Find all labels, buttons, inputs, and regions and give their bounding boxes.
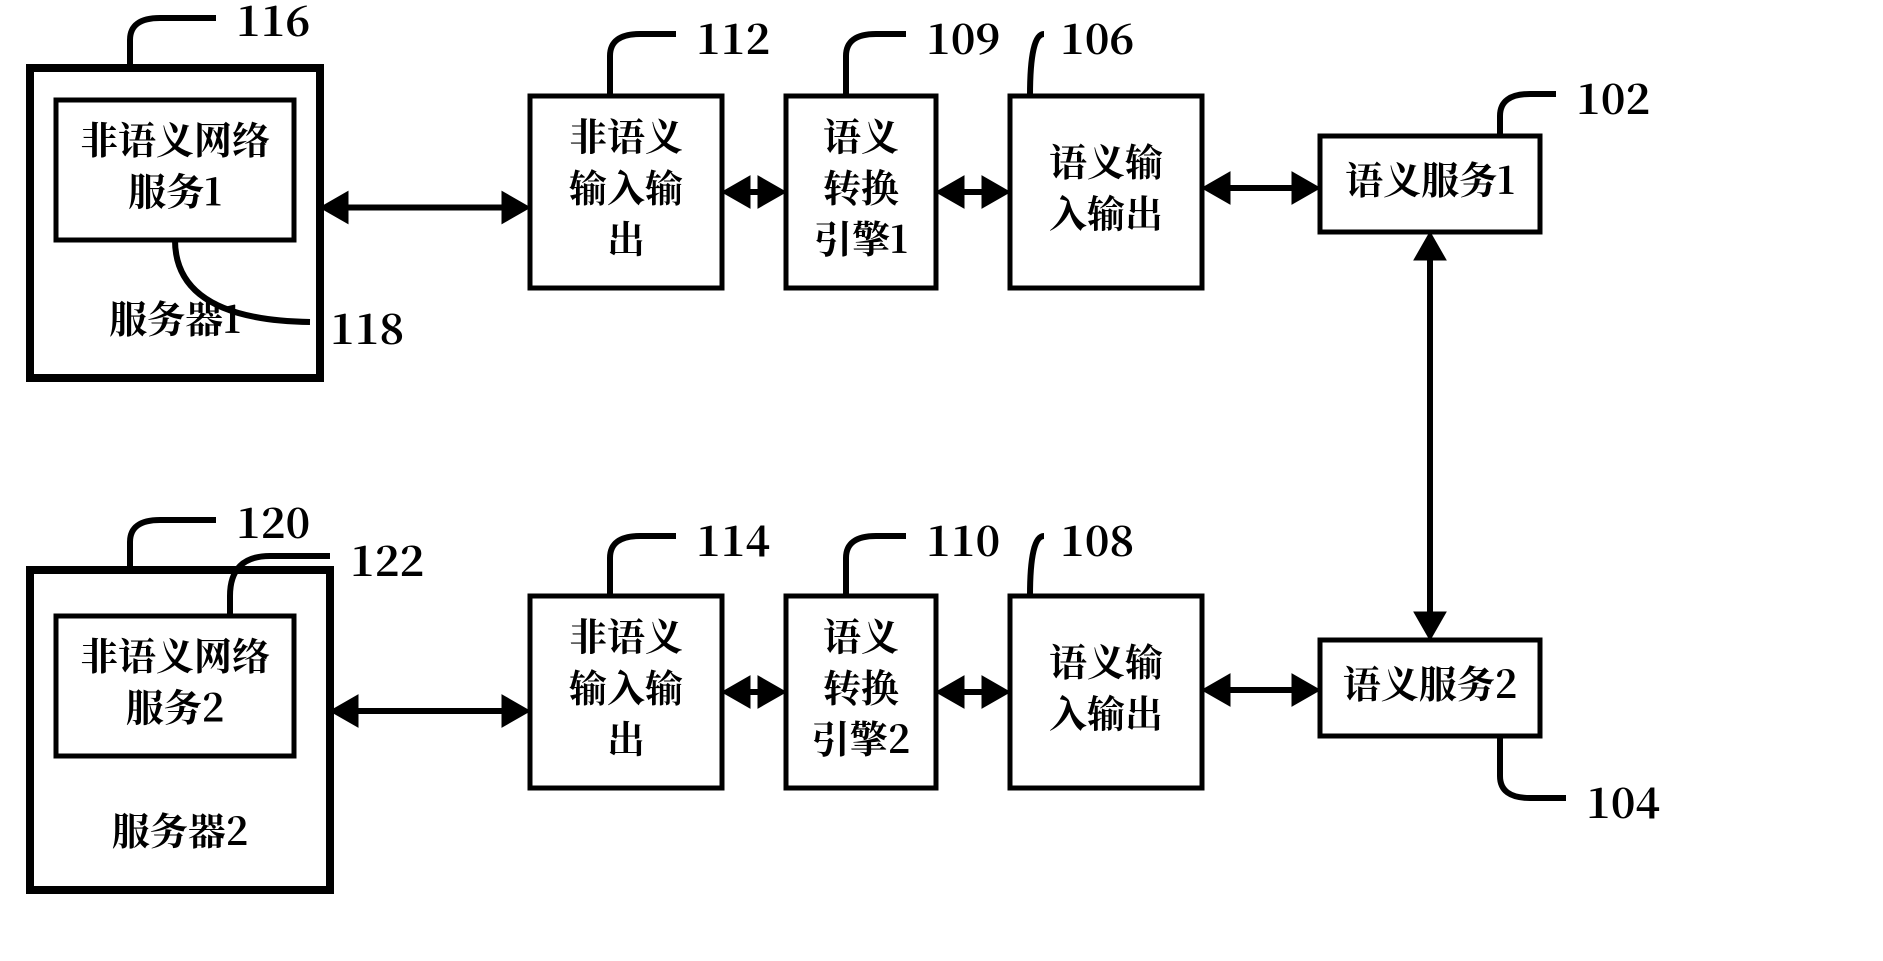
node-label: 语义 (823, 606, 899, 661)
callout-108: 108 (1030, 509, 1134, 596)
node-label: 非语义 (569, 106, 683, 161)
node-label: 引擎1 (814, 209, 908, 264)
refnum: 116 (236, 0, 310, 49)
node-label: 入输出 (1049, 183, 1163, 238)
refnum: 109 (926, 7, 1000, 67)
node-label: 服务1 (128, 161, 222, 216)
semantic-architecture-diagram: 服务器1非语义网络服务1非语义输入输出语义转换引擎1语义输入输出语义服务1服务器… (0, 0, 1883, 961)
node-sem_svc_1: 语义服务1 (1320, 136, 1540, 232)
node-sem_io_1: 语义输入输出 (1010, 96, 1202, 288)
refnum: 120 (236, 491, 310, 551)
callout-116: 116 (130, 0, 310, 68)
node-nonsem_io_1: 非语义输入输出 (530, 96, 722, 288)
node-label: 非语义网络 (80, 626, 270, 681)
callout-109: 109 (846, 7, 1000, 96)
node-label: 转换 (823, 158, 899, 213)
node-label: 语义输 (1049, 632, 1163, 687)
node-sem_io_2: 语义输入输出 (1010, 596, 1202, 788)
node-label: 语义输 (1049, 132, 1163, 187)
callout-114: 114 (610, 509, 770, 596)
node-label: 输入输 (569, 158, 683, 213)
node-label: 非语义 (569, 606, 683, 661)
node-label: 入输出 (1049, 683, 1163, 738)
callout-112: 112 (610, 7, 770, 96)
node-label: 语义服务1 (1345, 150, 1515, 205)
node-caption: 服务器2 (112, 801, 249, 856)
node-sem_svc_2: 语义服务2 (1320, 640, 1540, 736)
callout-110: 110 (846, 509, 1000, 596)
refnum: 102 (1576, 67, 1650, 127)
node-label: 非语义网络 (80, 110, 270, 165)
node-sem_engine_2: 语义转换引擎2 (786, 596, 936, 788)
refnum: 104 (1586, 771, 1660, 831)
callout-106: 106 (1030, 7, 1134, 96)
node-label: 语义 (823, 106, 899, 161)
refnum: 106 (1060, 7, 1134, 67)
node-server1_inner: 非语义网络服务1 (56, 100, 294, 240)
refnum: 110 (926, 509, 1000, 569)
node-sem_engine_1: 语义转换引擎1 (786, 96, 936, 288)
refnum: 122 (350, 529, 424, 589)
node-label: 出 (607, 209, 645, 264)
node-label: 输入输 (569, 658, 683, 713)
node-label: 出 (607, 709, 645, 764)
refnum: 112 (696, 7, 770, 67)
node-label: 语义服务2 (1343, 654, 1518, 709)
node-label: 转换 (823, 658, 899, 713)
refnum: 108 (1060, 509, 1134, 569)
node-nonsem_io_2: 非语义输入输出 (530, 596, 722, 788)
node-server2_inner: 非语义网络服务2 (56, 616, 294, 756)
callout-102: 102 (1500, 67, 1650, 136)
callout-104: 104 (1500, 736, 1660, 831)
node-label: 服务2 (126, 677, 225, 732)
node-label: 引擎2 (812, 709, 911, 764)
refnum: 118 (330, 297, 404, 357)
node-caption: 服务器1 (109, 289, 241, 344)
refnum: 114 (696, 509, 770, 569)
